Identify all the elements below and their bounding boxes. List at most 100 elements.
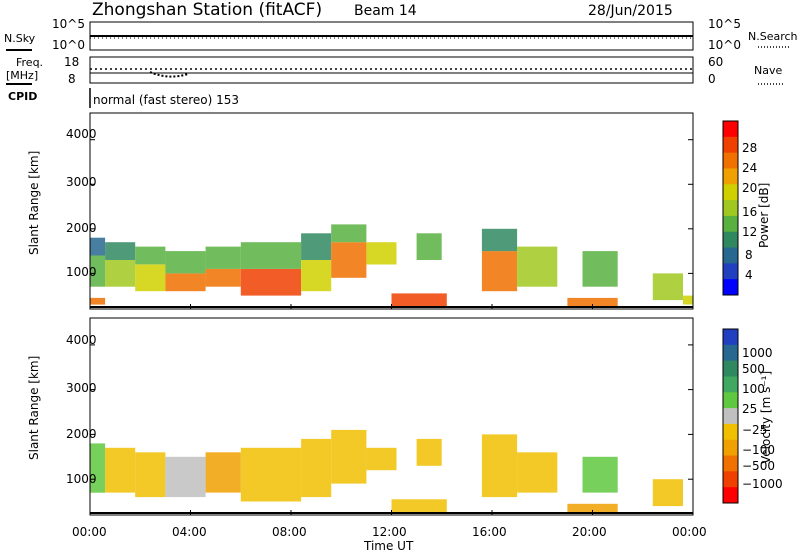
freq-label-line1: Freq. [16, 56, 43, 69]
velocity-cell [481, 434, 518, 498]
power-panel: 4000 3000 2000 1000 Slant Range [km] [27, 112, 694, 310]
power-cell [301, 260, 332, 292]
power-cell [90, 255, 106, 287]
power-cell [105, 260, 136, 287]
power-colorbar: 28 24 20 16 12 8 4 Power [dB] [722, 120, 771, 296]
velocity-ytick-1000: 1000 [66, 472, 97, 486]
velocity-colorbar-swatch [723, 455, 738, 472]
power-cell [165, 251, 206, 274]
power-cbar-tick-24: 24 [742, 161, 757, 175]
velocity-cell [331, 429, 367, 484]
power-colorbar-swatch [723, 168, 738, 185]
power-cbar-tick-12: 12 [742, 225, 757, 239]
power-cell [135, 246, 166, 265]
power-colorbar-swatch [723, 121, 738, 138]
power-colorbar-swatch [723, 152, 738, 169]
velocity-ylabel: Slant Range [km] [27, 356, 41, 460]
power-cbar-tick-4: 4 [745, 268, 753, 282]
velocity-cbar-tick-neg1000: −1000 [742, 477, 783, 491]
velocity-colorbar: 1000 500 100 25 −25 −100 −500 −1000 Velo… [722, 328, 783, 504]
velocity-ytick-2000: 2000 [66, 427, 97, 441]
station-title: Zhongshan Station (fitACF) [92, 0, 322, 20]
velocity-ytick-4000: 4000 [66, 333, 97, 347]
freq-right-tick-bottom: 0 [708, 72, 716, 86]
velocity-cell [567, 503, 618, 513]
date-label: 28/Jun/2015 [588, 3, 673, 19]
power-colorbar-swatch [723, 247, 738, 264]
power-ytick-3000: 3000 [66, 175, 97, 189]
velocity-colorbar-swatch [723, 487, 738, 504]
power-cell [567, 297, 618, 307]
velocity-colorbar-swatch [723, 423, 738, 441]
power-cell [205, 246, 241, 269]
xtick-1600: 16:00 [472, 525, 507, 539]
power-colorbar-swatch [723, 279, 738, 296]
velocity-ytick-3000: 3000 [66, 381, 97, 395]
power-cell [240, 242, 302, 269]
velocity-cell [416, 438, 442, 466]
x-axis-label: Time UT [363, 539, 414, 553]
power-cbar-label: Power [dB] [757, 183, 771, 248]
noise-left-tick-top: 10^5 [52, 17, 85, 31]
velocity-colorbar-swatch [723, 471, 738, 488]
noise-left-tick-bottom: 10^0 [52, 38, 85, 52]
power-cbar-tick-28: 28 [742, 141, 757, 155]
noise-right-tick-bottom: 10^0 [708, 38, 741, 52]
xtick-0000: 00:00 [72, 525, 107, 539]
freq-right-tick-top: 60 [708, 55, 723, 69]
power-colorbar-swatch [723, 136, 738, 154]
noise-sky-label: N.Sky [4, 32, 36, 45]
power-cell [481, 228, 518, 252]
velocity-cell [105, 447, 136, 493]
power-cell [416, 233, 442, 260]
x-axis: 00:00 04:00 08:00 12:00 16:00 20:00 00:0… [72, 525, 707, 553]
velocity-cbar-tick-500: 500 [742, 362, 765, 376]
velocity-colorbar-swatch [723, 329, 738, 346]
velocity-heatmap [90, 429, 683, 513]
power-cell [683, 295, 693, 305]
power-cell [652, 273, 683, 301]
power-ytick-1000: 1000 [66, 265, 97, 279]
power-ytick-2000: 2000 [66, 221, 97, 235]
cpid-label: CPID [8, 90, 37, 103]
velocity-cell [205, 452, 241, 493]
velocity-cbar-label: Velocity [m s⁻¹] [759, 371, 773, 464]
power-ylabel: Slant Range [km] [27, 151, 41, 255]
power-cbar-tick-16: 16 [742, 205, 757, 219]
power-colorbar-swatch [723, 200, 738, 217]
noise-panel: N.Sky 10^5 10^0 10^5 10^0 N.Search [4, 17, 798, 52]
power-cell [240, 268, 302, 296]
power-cell [301, 233, 332, 260]
velocity-colorbar-swatch [723, 439, 738, 457]
power-ytick-4000: 4000 [66, 127, 97, 141]
power-cbar-tick-20: 20 [742, 181, 757, 195]
power-colorbar-swatch [723, 263, 738, 280]
velocity-cell [301, 438, 332, 498]
power-cell [205, 268, 241, 287]
velocity-cell [517, 452, 558, 493]
velocity-cbar-tick-neg100: −100 [742, 443, 775, 457]
velocity-cbar-tick-1000: 1000 [742, 346, 773, 360]
velocity-colorbar-swatch [723, 408, 738, 425]
xtick-2000: 20:00 [572, 525, 607, 539]
velocity-cell [90, 443, 106, 493]
power-cell [331, 224, 367, 243]
velocity-cbar-tick-neg500: −500 [742, 459, 775, 473]
xtick-0800: 08:00 [272, 525, 307, 539]
nave-label: Nave [754, 64, 782, 77]
velocity-cell [652, 479, 683, 507]
power-colorbar-swatch [723, 215, 738, 233]
freq-left-tick-top: 18 [64, 55, 79, 69]
velocity-cell [240, 447, 302, 502]
power-cell [105, 242, 136, 260]
power-cell [481, 251, 518, 292]
velocity-cell [366, 447, 397, 471]
power-cell [331, 242, 367, 278]
power-cell [165, 273, 206, 292]
power-cell [582, 251, 618, 287]
velocity-colorbar-swatch [723, 392, 738, 409]
xtick-0400: 04:00 [172, 525, 207, 539]
freq-label-line2: [MHz] [6, 69, 38, 82]
freq-left-tick-bottom: 8 [68, 72, 76, 86]
